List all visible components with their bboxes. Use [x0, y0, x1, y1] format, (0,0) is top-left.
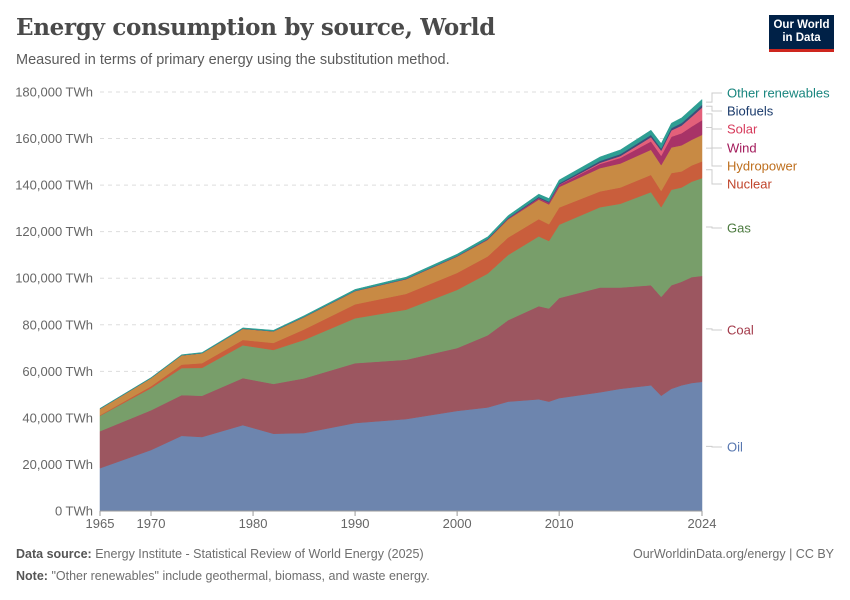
y-tick-label: 40,000 TWh	[22, 410, 93, 425]
legend-label-oil[interactable]: Oil	[727, 440, 743, 455]
legend-label-nuclear[interactable]: Nuclear	[727, 177, 772, 192]
legend-label-other-renewables[interactable]: Other renewables	[727, 86, 830, 101]
chart-title: Energy consumption by source, World	[16, 14, 496, 41]
legend-label-hydropower[interactable]: Hydropower	[727, 159, 798, 174]
logo-text: Our World in Data	[773, 19, 830, 44]
x-tick-label: 1990	[341, 516, 370, 531]
legend-connector	[706, 328, 722, 331]
legend-connector	[706, 169, 722, 185]
legend-connector	[706, 92, 722, 103]
source-text[interactable]: Energy Institute - Statistical Review of…	[95, 547, 424, 561]
note: Note: "Other renewables" include geother…	[16, 569, 430, 583]
note-label: Note:	[16, 569, 48, 583]
legend-label-wind[interactable]: Wind	[727, 141, 757, 156]
area-other-renewables	[99, 98, 703, 410]
legend-connector	[706, 113, 722, 130]
data-source: Data source: Energy Institute - Statisti…	[16, 547, 424, 561]
note-text: "Other renewables" include geothermal, b…	[51, 569, 430, 583]
y-tick-label: 20,000 TWh	[22, 457, 93, 472]
x-tick-label: 1965	[86, 516, 115, 531]
owid-logo[interactable]: Our World in Data	[769, 15, 834, 52]
x-tick-label: 2024	[688, 516, 717, 531]
y-tick-label: 0 TWh	[55, 504, 93, 519]
legend-label-biofuels[interactable]: Biofuels	[727, 104, 774, 119]
y-tick-label: 80,000 TWh	[22, 317, 93, 332]
y-tick-label: 140,000 TWh	[15, 178, 93, 193]
x-tick-label: 2010	[545, 516, 574, 531]
source-label: Data source:	[16, 547, 92, 561]
x-tick-label: 1970	[137, 516, 166, 531]
x-tick-label: 2000	[443, 516, 472, 531]
legend-label-coal[interactable]: Coal	[727, 323, 754, 338]
legend-label-gas[interactable]: Gas	[727, 221, 751, 236]
legend-connector	[706, 445, 722, 448]
x-tick-label: 1980	[239, 516, 268, 531]
legend-connector	[706, 226, 722, 229]
y-tick-label: 180,000 TWh	[15, 85, 93, 100]
chart-subtitle: Measured in terms of primary energy usin…	[16, 52, 450, 68]
y-tick-label: 120,000 TWh	[15, 224, 93, 239]
y-tick-label: 60,000 TWh	[22, 364, 93, 379]
y-tick-label: 100,000 TWh	[15, 271, 93, 286]
legend-connector	[706, 147, 722, 167]
credit-link[interactable]: OurWorldinData.org/energy | CC BY	[632, 547, 834, 561]
legend-connector	[706, 126, 722, 149]
y-tick-label: 160,000 TWh	[15, 131, 93, 146]
legend-connector	[706, 105, 722, 112]
legend-label-solar[interactable]: Solar	[727, 122, 758, 137]
